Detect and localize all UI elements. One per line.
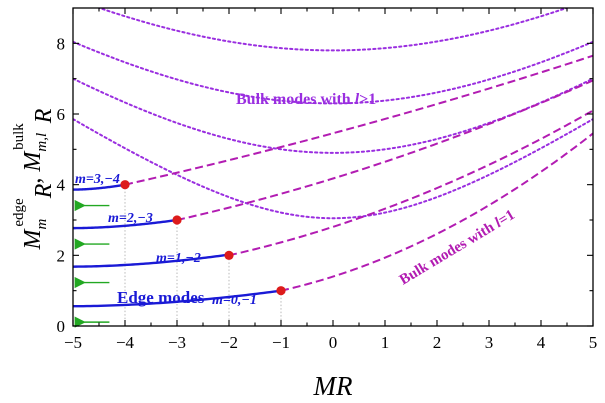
x-tick-label: −2 [220, 333, 238, 352]
bulk-l1-curve-2 [176, 79, 593, 221]
edge-mode-label-3: m=3,−4 [75, 172, 120, 187]
y-tick-label: 6 [57, 105, 66, 124]
endpoint-markers [120, 180, 286, 296]
y-tick-label: 8 [57, 34, 66, 53]
bulk-l-gt1-series [73, 8, 593, 220]
bulk-l1-label: Bulk modes with l=1 [397, 207, 518, 288]
x-tick-label: 3 [485, 333, 494, 352]
x-tick-label: 1 [381, 333, 390, 352]
bulk-l1-curve-3 [124, 54, 593, 186]
edge-series [72, 183, 282, 308]
y-tick-label: 4 [57, 176, 66, 195]
y-axis-label: MmedgeR, Mm,lbulkR [11, 108, 57, 250]
plot-frame [72, 7, 594, 327]
x-tick-label: −4 [116, 333, 135, 352]
edge-curve-0 [72, 289, 282, 308]
y-tick-label: 2 [57, 246, 66, 265]
endpoint-point-0 [276, 286, 286, 296]
x-tick-label: 5 [589, 333, 598, 352]
x-tick-label: 4 [537, 333, 546, 352]
endpoint-point-1 [224, 250, 234, 260]
endpoint-point-3 [120, 180, 130, 190]
edge-mode-label-1: m=1,−2 [156, 251, 201, 266]
axes: −5 −4 −3 −2 −1 0 1 2 3 4 5 0 2 4 6 8 MR MmedgeR, Mm,lbulk… [11, 7, 598, 401]
bulk-l1-series [124, 54, 593, 292]
x-tick-label: −5 [64, 333, 82, 352]
edge-mode-label-2: m=2,−3 [108, 211, 153, 226]
x-tick-label: −1 [272, 333, 290, 352]
asymptote-arrows [74, 199, 110, 328]
edge-mode-label-0: m=0,−1 [212, 293, 257, 308]
bulk-l1-curve-1 [228, 109, 593, 257]
y-tick-label: 0 [57, 317, 66, 336]
bulk-l-gt1-curve-3 [96, 8, 570, 52]
x-axis-label: MR [313, 371, 353, 401]
edge-curve-3 [73, 183, 126, 191]
bulk-lgt1-label: Bulk modes with l>1 [236, 91, 376, 108]
edge-modes-label: Edge modes [117, 288, 205, 307]
bulk-l1-curve-0 [280, 132, 593, 292]
x-tick-label: −3 [168, 333, 186, 352]
endpoint-point-2 [172, 215, 182, 225]
annotations: Edge modes Bulk modes with l=1 Bulk modes … [75, 91, 518, 308]
x-tick-label: 0 [329, 333, 338, 352]
x-tick-label: 2 [433, 333, 442, 352]
edge-curve-2 [72, 218, 178, 230]
bulk-l-gt1-curve-1 [73, 77, 593, 154]
edge-curve-1 [72, 253, 230, 268]
bulk-l-gt1-curve-0 [73, 118, 593, 220]
